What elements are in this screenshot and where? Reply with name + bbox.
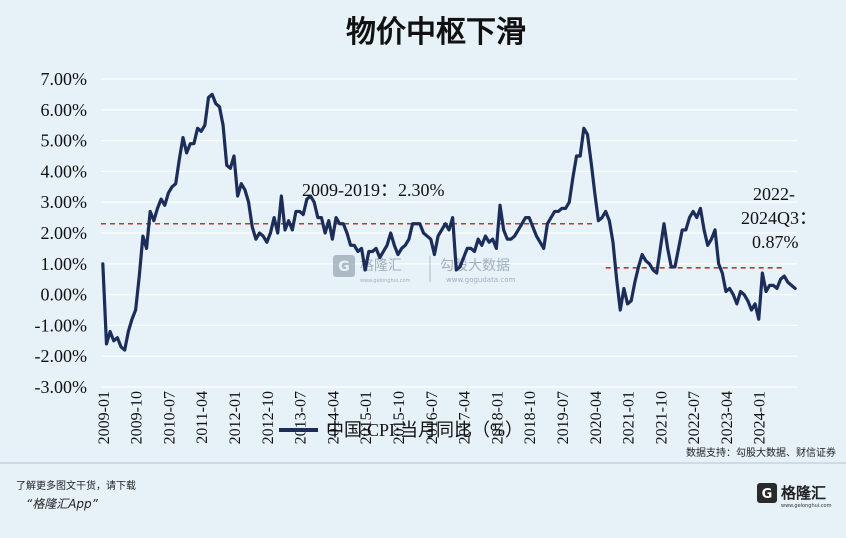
- x-tick-label: 2012-01: [227, 391, 244, 444]
- x-tick-label: 2021-10: [653, 391, 670, 444]
- watermark-data-brand: 勾股大数据: [440, 258, 510, 274]
- footer-app-name: “格隆汇App”: [26, 497, 99, 511]
- y-tick-label: 5.00%: [41, 131, 88, 151]
- x-tick-label: 2010-07: [161, 391, 178, 444]
- y-tick-label: 4.00%: [41, 161, 88, 181]
- watermark-brand: 格隆汇: [360, 258, 402, 274]
- y-tick-label: 3.00%: [41, 192, 88, 212]
- x-tick-label: 2014-04: [325, 391, 342, 444]
- x-tick-label: 2020-04: [588, 391, 605, 444]
- x-tick-label: 2019-07: [555, 391, 572, 444]
- legend-label: 中国:CPI:当月同比（%）: [326, 420, 523, 440]
- footer-logo: G 格隆汇 www.gelonghui.com: [757, 483, 832, 509]
- reference-lines: [101, 222, 782, 269]
- x-tick-label: 2017-04: [457, 391, 474, 444]
- footer-logo-icon: [757, 483, 777, 503]
- x-axis-tick-labels: 2009-01 2009-10 2010-07 2011-04 2012-01 2012-…: [96, 391, 769, 444]
- footer-logo-letter: G: [762, 487, 773, 502]
- x-tick-label: 2021-01: [621, 391, 638, 444]
- x-tick-label: 2013-07: [293, 391, 310, 444]
- y-tick-label: 6.00%: [41, 100, 88, 120]
- x-tick-label: 2011-04: [194, 391, 211, 444]
- x-tick-label: 2018-01: [489, 391, 506, 444]
- y-tick-label: -3.00%: [35, 377, 88, 397]
- y-tick-label: 7.00%: [41, 69, 88, 89]
- watermark-logo-icon: [333, 255, 355, 277]
- y-tick-label: -2.00%: [35, 346, 88, 366]
- y-tick-label: 2.00%: [41, 223, 88, 243]
- series-lines: [101, 92, 797, 352]
- x-tick-label: 2015-10: [391, 391, 408, 444]
- watermark-logo-letter: G: [338, 259, 350, 275]
- watermark-data-url: www.gogudata.com: [446, 276, 515, 284]
- y-axis-tick-labels: 7.00% 6.00% 5.00% 4.00% 3.00% 2.00% 1.00% 0.00%…: [35, 69, 88, 397]
- x-tick-label: 2023-04: [719, 391, 736, 444]
- x-tick-label: 2012-10: [260, 391, 277, 444]
- source-note: 数据支持：勾股大数据、财信证券: [686, 446, 836, 459]
- watermark-brand-url: www.gelonghui.com: [360, 278, 411, 284]
- series-line-cpi: [101, 92, 797, 352]
- reference-annotation-2022-line3: 0.87%: [752, 232, 799, 252]
- y-tick-label: -1.00%: [35, 315, 88, 335]
- x-tick-label: 2018-10: [522, 391, 539, 444]
- reference-annotation-2009-2019: 2009-2019：2.30%: [302, 180, 445, 200]
- footer-logo-text: 格隆汇: [781, 484, 826, 502]
- reference-annotation-2022-line1: 2022-: [753, 184, 795, 204]
- x-tick-label: 2015-01: [358, 391, 375, 444]
- footer-line1: 了解更多图文干货，请下载: [16, 479, 136, 492]
- chart-title: 物价中枢下滑: [346, 15, 526, 50]
- y-tick-label: 1.00%: [41, 254, 88, 274]
- reference-annotation-2022-line2: 2024Q3：: [741, 208, 817, 228]
- watermark: G 格隆汇 www.gelonghui.com 勾股大数据 www.goguda…: [333, 255, 515, 284]
- x-tick-label: 2024-01: [752, 391, 769, 444]
- x-tick-label: 2022-07: [686, 391, 703, 444]
- footer-logo-url: www.gelonghui.com: [781, 503, 832, 509]
- x-tick-label: 2009-10: [129, 391, 146, 444]
- x-tick-label: 2009-01: [96, 391, 113, 444]
- grid-lines: [101, 78, 797, 388]
- y-tick-label: 0.00%: [41, 285, 88, 305]
- x-tick-label: 2016-07: [424, 391, 441, 444]
